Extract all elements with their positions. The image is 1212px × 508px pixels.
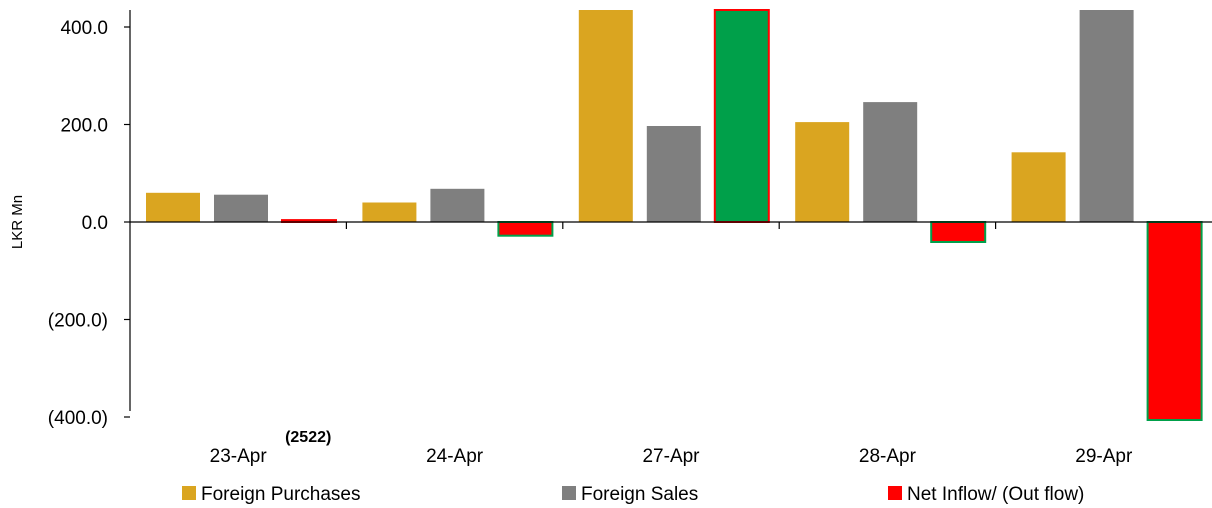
bar-foreign-purchases-24-apr xyxy=(362,202,417,222)
y-tick-label: 400.0 xyxy=(60,18,108,39)
y-tick-label: (200.0) xyxy=(48,311,108,332)
legend: Foreign Purchases Foreign Sales Net Inflow… xyxy=(182,484,1084,505)
x-tick-label: 29-Apr xyxy=(1075,446,1133,467)
bars-group xyxy=(146,9,1203,421)
bar-foreign-sales-29-apr xyxy=(1079,10,1134,222)
y-tick-label: 200.0 xyxy=(60,116,108,137)
bar-foreign-purchases-23-apr xyxy=(146,192,200,223)
bar-foreign-sales-28-apr xyxy=(863,102,918,222)
bar-net-inflow-out-flow-24-apr xyxy=(497,221,554,237)
x-ticks-group: 23-Apr 24-Apr 27-Apr 28-Apr 29-Apr xyxy=(210,446,1133,467)
x-tick-label: 27-Apr xyxy=(642,446,700,467)
bar-foreign-purchases-28-apr xyxy=(795,122,850,222)
overflow-value-annotation: (2522) xyxy=(285,429,331,446)
y-ticks-group: 400.0 200.0 0.0 (200.0) (400.0) xyxy=(48,18,130,429)
annotations-group: (2522) xyxy=(285,429,331,446)
legend-swatch xyxy=(562,486,576,500)
bar-net-inflow-out-flow-29-apr xyxy=(1146,221,1203,421)
axes-group xyxy=(129,10,1212,411)
x-tick-label: 24-Apr xyxy=(426,446,484,467)
legend-label: Net Inflow/ (Out flow) xyxy=(907,484,1084,505)
y-axis-label: LKR Mn xyxy=(9,195,26,249)
bar-foreign-sales-27-apr xyxy=(646,126,701,222)
bar-foreign-purchases-29-apr xyxy=(1011,152,1066,222)
legend-swatch xyxy=(182,486,196,500)
bar-net-inflow-out-flow-27-apr xyxy=(713,9,770,223)
legend-label: Foreign Purchases xyxy=(201,484,360,505)
bar-foreign-purchases-27-apr xyxy=(578,10,633,222)
bar-foreign-sales-23-apr xyxy=(214,194,268,222)
y-axis-title: LKR Mn xyxy=(9,195,26,249)
bar-net-inflow-out-flow-28-apr xyxy=(930,221,987,243)
legend-swatch xyxy=(888,486,902,500)
x-tick-label: 28-Apr xyxy=(859,446,917,467)
y-tick-label: (400.0) xyxy=(48,408,108,429)
legend-label: Foreign Sales xyxy=(581,484,698,505)
y-tick-label: 0.0 xyxy=(82,213,108,234)
bar-foreign-sales-24-apr xyxy=(430,188,485,222)
x-tick-label: 23-Apr xyxy=(210,446,268,467)
